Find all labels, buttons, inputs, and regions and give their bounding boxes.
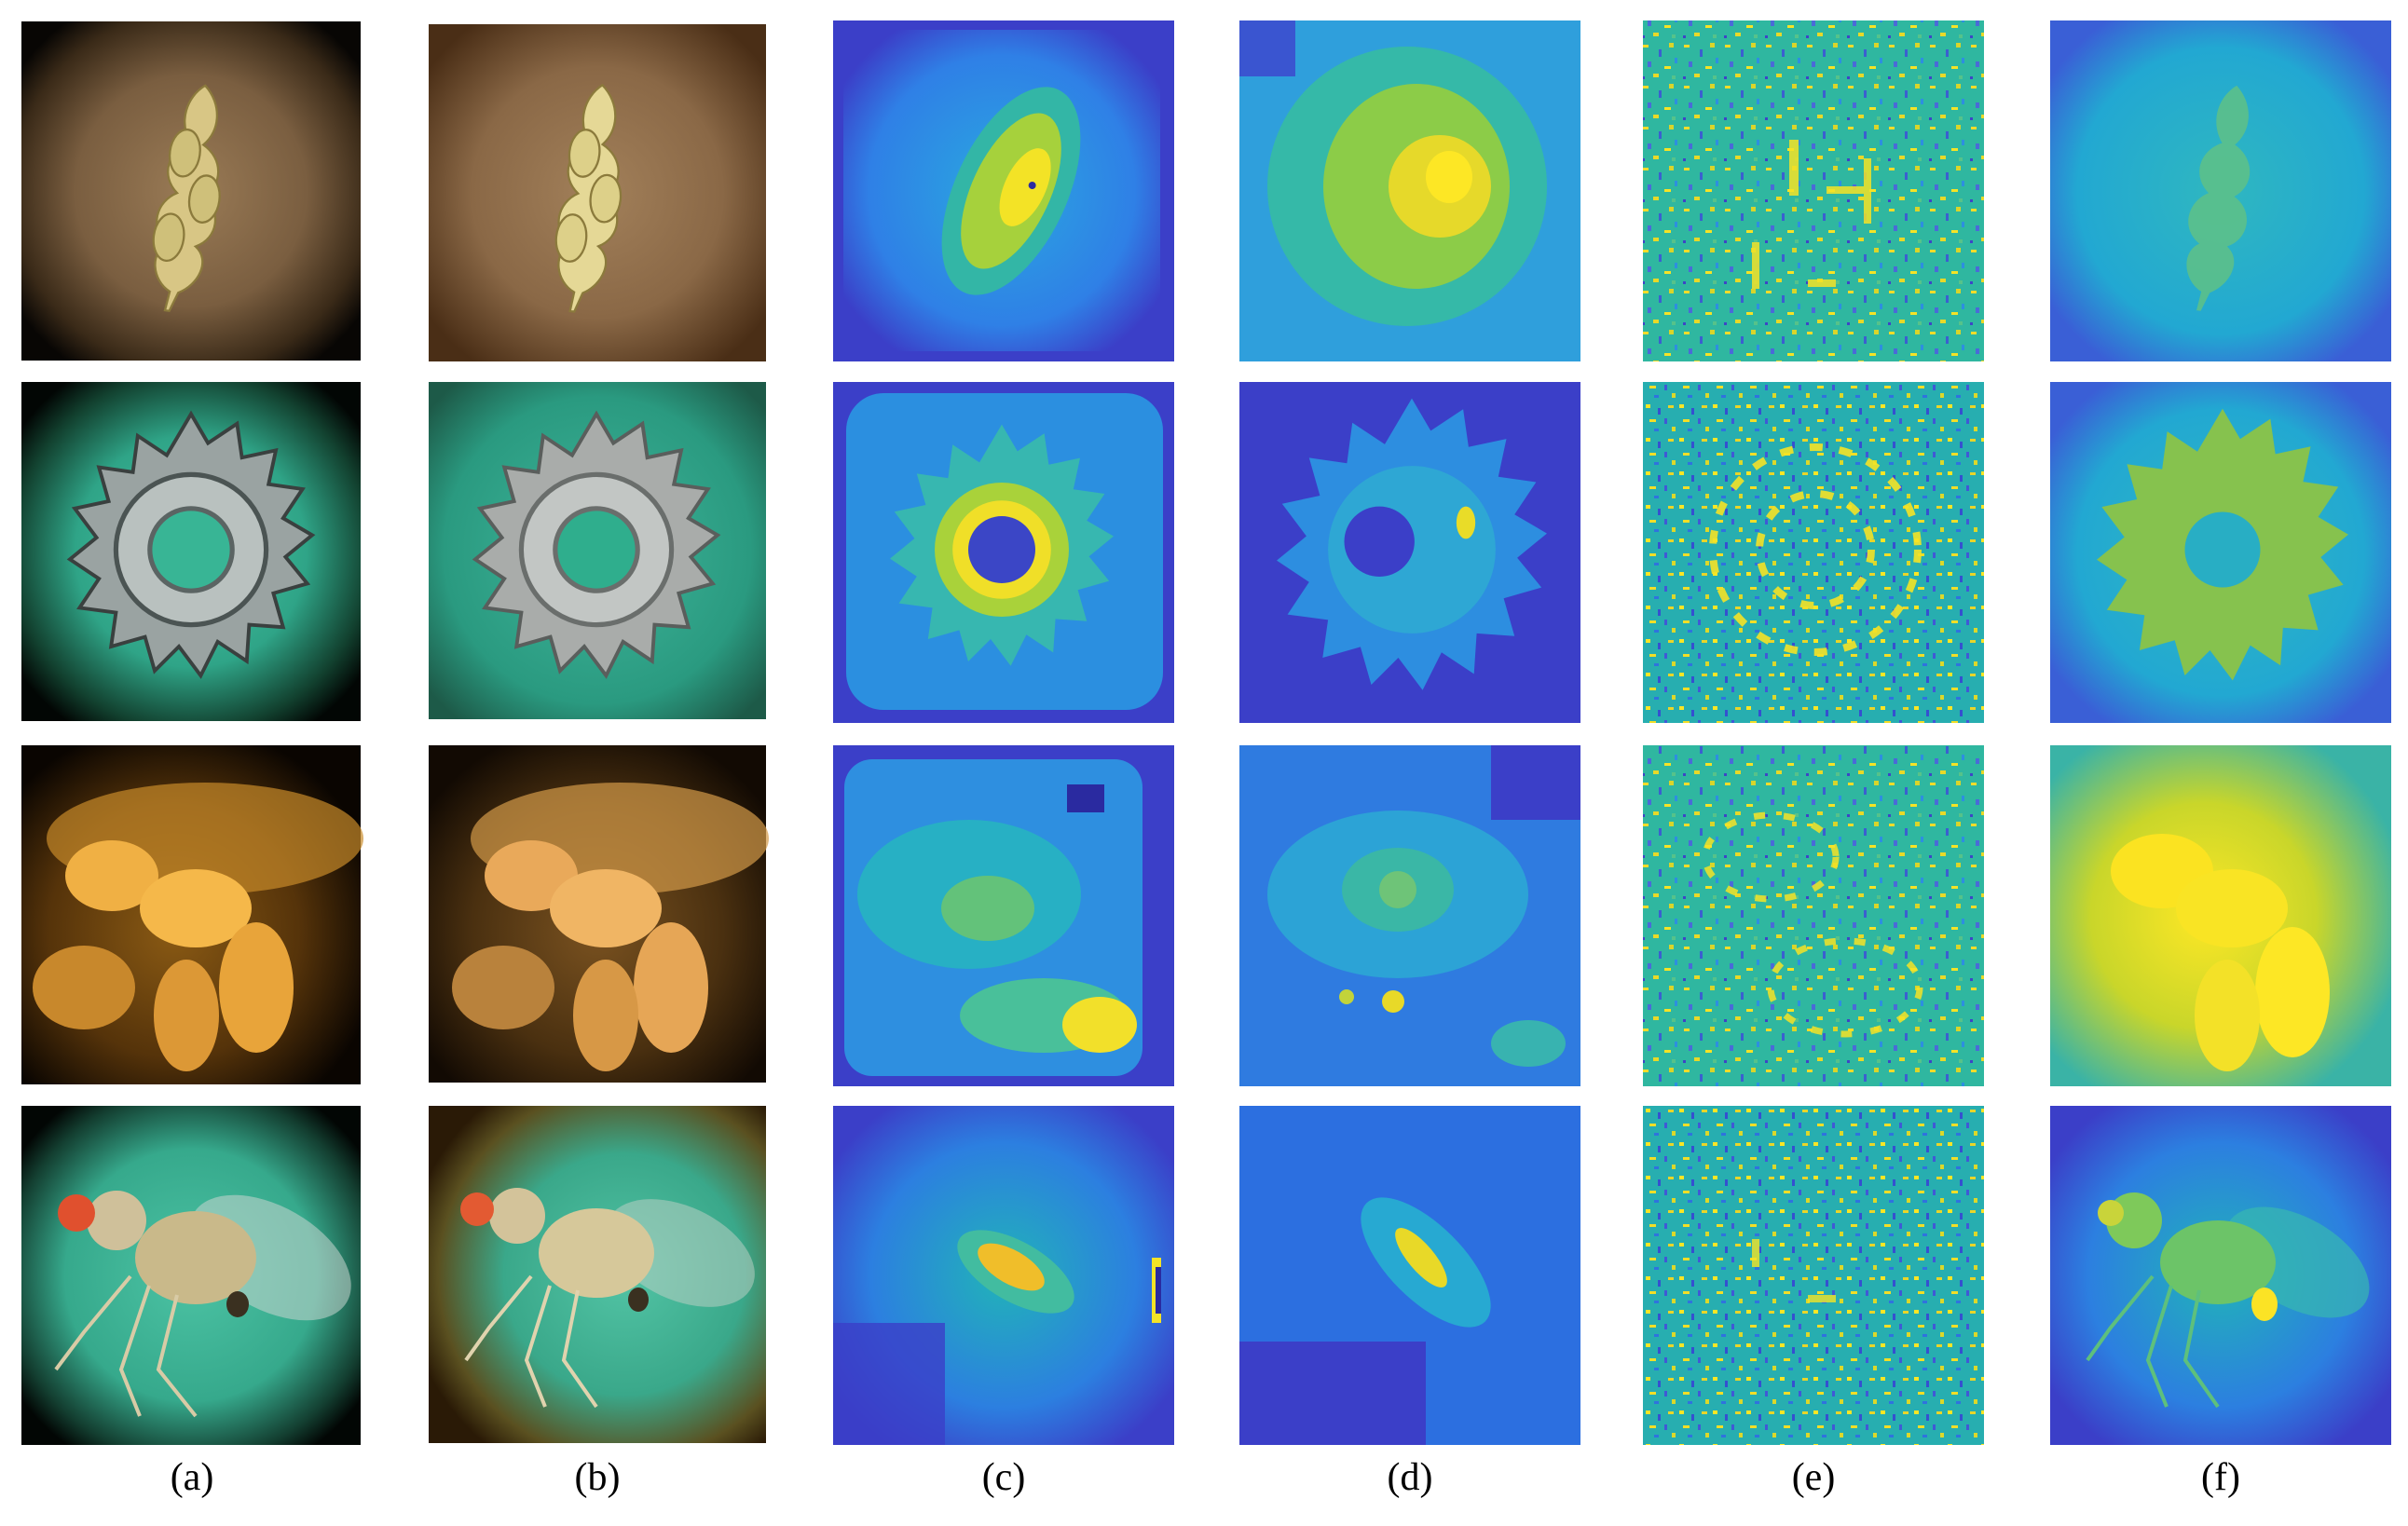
column-label-c: (c) [981,1456,1026,1499]
panel-b-insect-processed [429,745,769,1083]
panel-a-fly-photo [21,1106,361,1445]
panel-e-wheat-heatmap [1643,20,1984,361]
panel-a-gear-photo [21,382,361,721]
panel-d-insect-heatmap [1239,745,1580,1086]
column-label-e: (e) [1791,1456,1836,1499]
panel-e-insect-heatmap [1643,745,1984,1086]
panel-b-wheat-processed [429,24,766,361]
panel-f-insect-heatmap [2050,745,2391,1086]
panel-e-fly-heatmap [1643,1106,1984,1445]
row-wheat [21,20,2391,361]
column-label-a: (a) [170,1456,214,1499]
panel-a-wheat-photo [21,21,361,361]
panel-d-fly-heatmap [1239,1106,1580,1445]
panel-a-insect-photo [21,745,363,1084]
panel-f-wheat-heatmap [2050,20,2391,361]
panel-f-gear-heatmap [2050,382,2391,723]
row-fly [21,1106,2391,1445]
column-label-f: (f) [2201,1456,2240,1499]
panel-c-gear-heatmap [833,382,1174,723]
column-label-b: (b) [574,1456,621,1499]
panel-b-gear-processed [429,382,766,719]
panel-c-fly-heatmap [833,1106,1174,1445]
column-label-d: (d) [1387,1456,1433,1499]
panel-b-fly-processed [429,1106,766,1443]
panel-c-wheat-heatmap [833,20,1174,361]
panel-c-insect-heatmap [833,745,1174,1086]
panel-d-wheat-heatmap [1239,20,1580,361]
panel-f-fly-heatmap [2050,1106,2391,1445]
row-gear [21,382,2391,723]
row-insect [21,745,2391,1086]
panel-e-gear-heatmap [1643,382,1984,723]
panel-d-gear-heatmap [1239,382,1580,723]
